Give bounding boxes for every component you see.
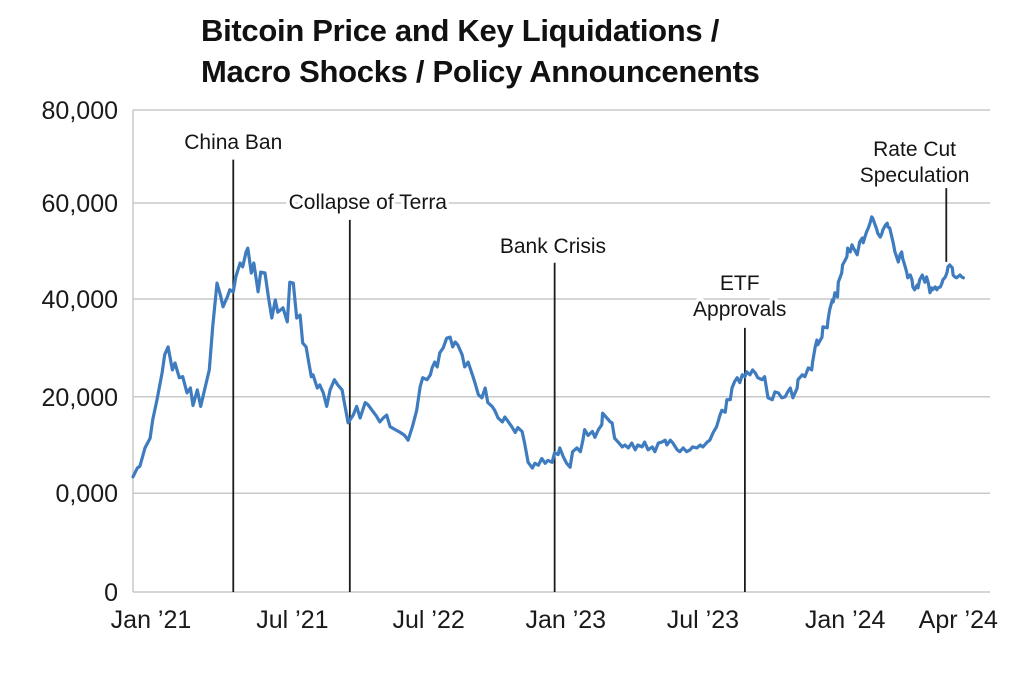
annotation-label: Approvals [693,298,786,321]
x-tick-label: Jan ’21 [111,606,192,634]
y-tick-label: 0 [104,579,118,607]
y-tick-label: 20,000 [42,384,118,412]
chart-title-line2: Macro Shocks / Policy Announcenents [201,54,760,89]
annotation-label: Collapse of Terra [289,191,448,214]
x-tick-label: Jul ’21 [256,606,328,634]
y-tick-label: 0,000 [55,480,118,508]
x-tick-label: Jul ’22 [393,606,465,634]
annotation-label: Bank Crisis [500,235,606,258]
x-tick-label: Jan ’23 [525,606,606,634]
x-tick-label: Jul ’23 [667,606,739,634]
annotation-label: Rate Cut [873,138,956,161]
x-tick-label: Jan ’24 [805,606,886,634]
price-line [131,215,965,479]
chart-title: Bitcoin Price and Key Liquidations / Mac… [201,10,760,92]
y-tick-label: 80,000 [42,97,118,125]
annotation-label: ETF [720,272,760,295]
annotation-label: Speculation [860,164,970,187]
chart-title-line1: Bitcoin Price and Key Liquidations / [201,13,720,48]
y-tick-label: 60,000 [42,190,118,218]
annotation-label: China Ban [184,131,282,154]
y-tick-label: 40,000 [42,286,118,314]
x-tick-label: Apr ’24 [919,606,998,634]
